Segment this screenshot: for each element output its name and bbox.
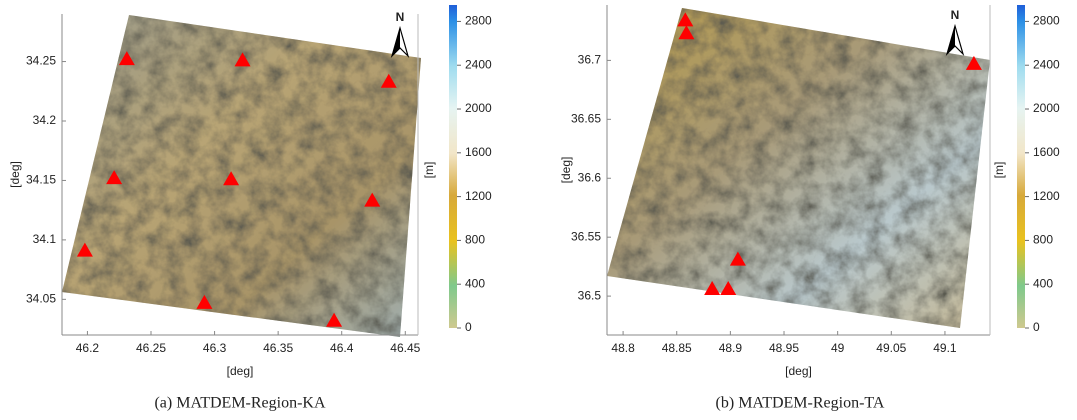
y-tick-label: 34.1 <box>33 232 57 246</box>
figure: 46.2 46.25 46.3 46.35 46.4 46.45 34.05 34.1 34.1… <box>0 0 1077 420</box>
colorbar-tick-label: 1200 <box>1033 189 1060 203</box>
colorbar <box>1017 5 1025 328</box>
y-tick-label: 34.05 <box>26 292 56 306</box>
colorbar-tick-label: 2800 <box>1033 14 1060 28</box>
caption: (a) MATDEM-Region-KA <box>154 395 326 412</box>
y-axis-label: [deg] <box>8 161 22 188</box>
y-tick-label: 36.55 <box>571 229 601 243</box>
y-tick-label: 34.25 <box>26 54 56 68</box>
y-tick-label: 36.5 <box>578 288 602 302</box>
colorbar-tick-label: 2000 <box>465 101 492 115</box>
north-label: N <box>951 8 960 22</box>
colorbar-tick-label: 1600 <box>465 145 492 159</box>
caption: (b) MATDEM-Region-TA <box>716 395 885 412</box>
colorbar-tick-label: 400 <box>1033 276 1053 290</box>
x-tick-label: 48.85 <box>662 341 692 355</box>
colorbar-tick-label: 2800 <box>465 14 492 28</box>
colorbar-tick-label: 1600 <box>1033 145 1060 159</box>
terrain-image <box>607 8 990 328</box>
colorbar-tick-label: 800 <box>1033 233 1053 247</box>
x-tick-label: 46.4 <box>330 341 354 355</box>
x-axis-label: [deg] <box>227 364 254 378</box>
x-tick-label: 48.95 <box>769 341 799 355</box>
x-tick-label: 48.9 <box>719 341 743 355</box>
colorbar-tick-label: 0 <box>465 320 472 334</box>
colorbar-tick-label: 2000 <box>1033 101 1060 115</box>
x-tick-label: 46.35 <box>263 341 293 355</box>
colorbar-tick-label: 1200 <box>465 189 492 203</box>
y-tick-label: 34.15 <box>26 173 56 187</box>
colorbar <box>449 5 457 328</box>
north-label: N <box>396 10 405 24</box>
x-tick-label: 49.05 <box>876 341 906 355</box>
colorbar-tick-label: 400 <box>465 276 485 290</box>
y-tick-label: 34.2 <box>33 113 57 127</box>
colorbar-tick-label: 2400 <box>465 57 492 71</box>
x-tick-label: 49.1 <box>933 341 957 355</box>
y-tick-label: 36.65 <box>571 111 601 125</box>
colorbar-label: [m] <box>422 162 436 179</box>
x-tick-label: 48.8 <box>611 341 635 355</box>
y-tick-label: 36.6 <box>578 170 602 184</box>
x-tick-label: 46.25 <box>136 341 166 355</box>
x-tick-label: 46.45 <box>390 341 420 355</box>
x-tick-label: 46.3 <box>203 341 227 355</box>
x-axis-label: [deg] <box>785 364 812 378</box>
colorbar-tick-label: 0 <box>1033 320 1040 334</box>
x-tick-label: 49 <box>831 341 845 355</box>
y-axis-label: [deg] <box>559 157 573 184</box>
x-tick-label: 46.2 <box>76 341 100 355</box>
colorbar-tick-label: 2400 <box>1033 57 1060 71</box>
colorbar-tick-label: 800 <box>465 233 485 247</box>
colorbar-label: [m] <box>992 162 1006 179</box>
y-tick-label: 36.7 <box>578 53 602 67</box>
